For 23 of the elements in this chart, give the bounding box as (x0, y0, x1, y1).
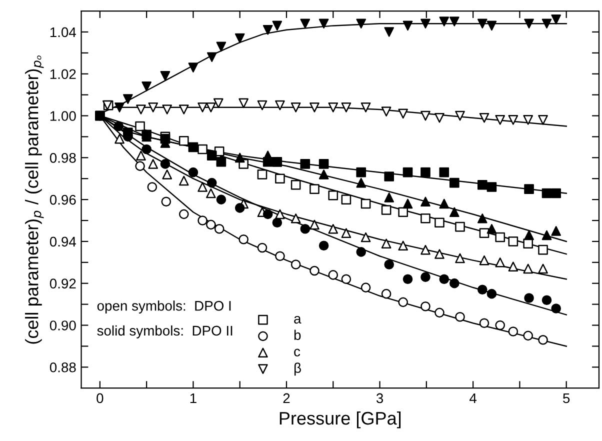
legend-label: c (294, 348, 300, 356)
legend-label: β (294, 362, 301, 376)
y-tick-label: 1.00 (50, 111, 76, 121)
y-tick-label: 0.96 (50, 194, 76, 205)
y-tick-label: 0.94 (50, 236, 76, 247)
y-tick-label: 0.98 (50, 152, 76, 163)
x-tick-label: 1 (190, 393, 196, 404)
x-tick-label: 0 (96, 393, 104, 404)
y-axis-title: (cell parameter)$_{p}$ / (cell parameter)$_{pₒ}$ (25, 56, 44, 344)
x-tick-label: 2 (283, 393, 290, 404)
annotation: solid symbols: DPO II (97, 325, 232, 338)
y-tick-label: 0.90 (50, 320, 76, 330)
y-tick-label: 0.88 (50, 362, 76, 372)
legend-label: b (294, 330, 301, 340)
annotation: open symbols: DPO I (97, 300, 231, 314)
x-tick-label: 4 (470, 393, 477, 404)
x-axis-title: Pressure [GPa] (280, 411, 401, 428)
x-tick-label: 5 (563, 393, 570, 404)
y-tick-label: 0.92 (50, 278, 76, 289)
legend-label: a (294, 316, 302, 324)
y-tick-label: 1.04 (50, 27, 76, 38)
x-tick-label: 3 (376, 393, 384, 404)
y-tick-label: 1.02 (50, 69, 76, 80)
